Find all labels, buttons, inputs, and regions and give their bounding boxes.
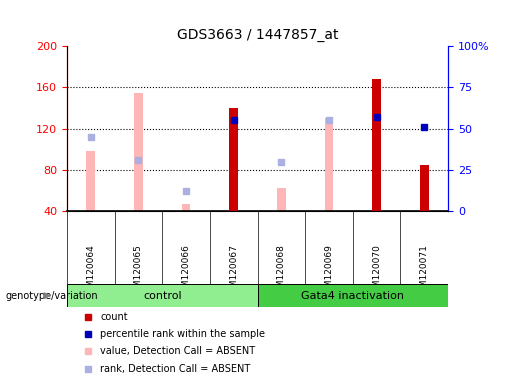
Text: control: control (143, 291, 182, 301)
Bar (87, 151, 95, 211)
Text: count: count (100, 312, 128, 322)
Text: GSM120070: GSM120070 (372, 244, 381, 299)
Text: GSM120065: GSM120065 (134, 244, 143, 299)
Text: Gata4 inactivation: Gata4 inactivation (301, 291, 404, 301)
Bar (324, 118, 333, 211)
Text: GSM120071: GSM120071 (420, 244, 428, 299)
Bar (258, 284, 448, 307)
Bar (277, 189, 286, 211)
Text: GSM120067: GSM120067 (229, 244, 238, 299)
Text: GSM120066: GSM120066 (182, 244, 191, 299)
Bar (372, 79, 381, 211)
Text: GSM120068: GSM120068 (277, 244, 286, 299)
Bar (229, 108, 238, 211)
Text: GSM120069: GSM120069 (324, 244, 333, 299)
Bar (67, 284, 258, 307)
Bar (420, 165, 428, 211)
Title: GDS3663 / 1447857_at: GDS3663 / 1447857_at (177, 28, 338, 42)
Text: GSM120064: GSM120064 (87, 244, 95, 299)
Text: rank, Detection Call = ABSENT: rank, Detection Call = ABSENT (100, 364, 251, 374)
Bar (182, 204, 191, 211)
Text: value, Detection Call = ABSENT: value, Detection Call = ABSENT (100, 346, 255, 356)
Bar (134, 93, 143, 211)
Text: genotype/variation: genotype/variation (5, 291, 98, 301)
Text: percentile rank within the sample: percentile rank within the sample (100, 329, 265, 339)
